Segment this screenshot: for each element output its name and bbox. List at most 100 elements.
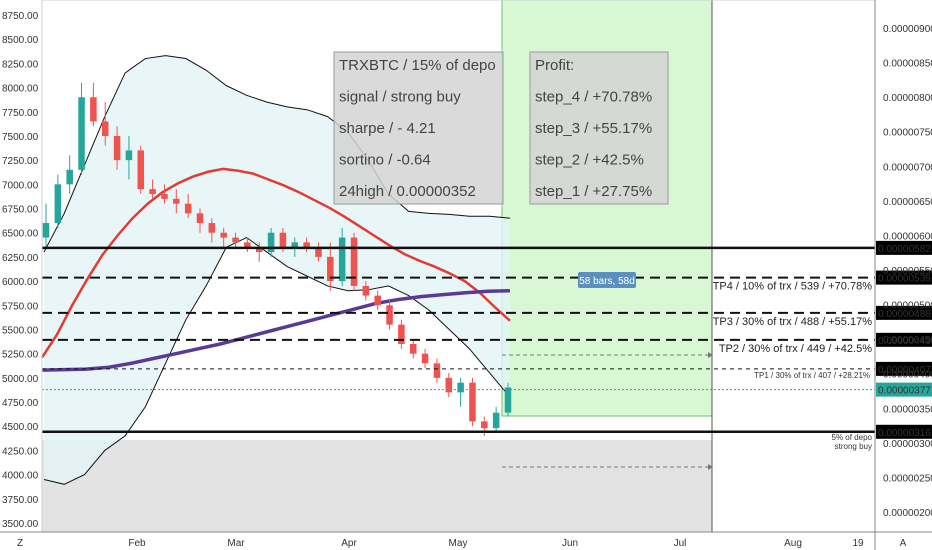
x-axis-tick: Mar	[227, 538, 245, 549]
left-axis-tick: 5750.00	[2, 301, 39, 312]
moving-average-layer	[40, 167, 511, 372]
right-axis-tick: 0.00000750	[883, 128, 932, 139]
left-axis-tick: 6250.00	[2, 253, 39, 264]
x-axis-tick: Aug	[784, 538, 802, 549]
candles-layer	[42, 82, 512, 436]
candle-body	[78, 97, 85, 170]
profit-box-line: step_2 / +42.5%	[535, 152, 644, 169]
right-axis-tick: 0.00000450	[883, 335, 932, 346]
right-axis-tick: 0.00000800	[883, 93, 932, 104]
text-boxes-layer: 58 bars, 58d TRXBTC / 15% of depo signal /…	[333, 51, 669, 288]
profit-box-line: step_1 / +27.75%	[535, 183, 652, 200]
right-axis-tick: 0.00000500	[883, 301, 932, 312]
candle-body	[279, 232, 287, 248]
left-axis-tick: 4250.00	[2, 446, 39, 457]
candle-body	[173, 198, 180, 204]
signal-info-box	[333, 51, 504, 205]
x-axis-tick: A	[900, 538, 907, 549]
candle-body	[338, 237, 346, 282]
profit-box-line: step_4 / +70.78%	[535, 89, 652, 106]
price-tag-bg	[876, 305, 932, 320]
candle-body	[90, 97, 97, 122]
price-tag-text: 0.00000582	[878, 244, 931, 255]
price-tag-bg	[876, 424, 932, 439]
candle-body	[101, 121, 109, 136]
right-axis-tick: 0.00000300	[883, 439, 932, 450]
right-axis-tick: 0.00000650	[883, 197, 932, 208]
signal-info-box-line: TRXBTC / 15% of depo	[339, 57, 496, 74]
right-axis-tick: 0.00000400	[883, 370, 932, 381]
candle-body	[161, 194, 168, 199]
left-axis-tick: 4500.00	[2, 422, 39, 433]
candle-body	[457, 382, 464, 393]
measure-badge-text: 58 bars, 58d	[579, 276, 635, 287]
projection-arrowhead	[708, 352, 713, 358]
left-axis-tick: 4750.00	[2, 398, 39, 409]
candle-body	[54, 184, 62, 224]
gray-buy-zone	[42, 440, 712, 532]
candle-body	[196, 213, 204, 224]
x-axis-tick: 19	[852, 538, 864, 549]
right-axis-tick: 0.00000200	[883, 508, 932, 519]
candle-body	[291, 242, 299, 248]
x-axis-tick: May	[449, 538, 468, 549]
x-axis-tick: Jul	[674, 538, 687, 549]
levels-layer: 0.00000582 TP4 / 10% of trx / 539 / +70.7…	[42, 240, 932, 470]
candle-body	[409, 343, 417, 354]
candle-body	[327, 256, 334, 282]
price-level-label: TP3 / 30% of trx / 488 / +55.17%	[713, 316, 873, 328]
price-level-label: TP2 / 30% of trx / 449 / +42.5%	[719, 343, 872, 355]
candle-body	[244, 242, 251, 248]
candle-body	[125, 150, 133, 161]
candle-body	[232, 237, 239, 243]
measure-badge	[578, 272, 636, 288]
candle-body	[66, 169, 73, 185]
profit-box-line: step_3 / +55.17%	[535, 120, 652, 137]
left-axis-tick: 3750.00	[2, 495, 39, 506]
right-axis-tick: 0.00000600	[883, 231, 932, 242]
signal-info-box-line: sharpe / - 4.21	[339, 120, 436, 137]
left-axis-tick: 8250.00	[2, 59, 39, 70]
price-tag-bg	[876, 270, 932, 285]
candle-body	[504, 387, 512, 413]
left-axis-tick: 8750.00	[2, 11, 39, 22]
candle-body	[315, 247, 322, 257]
buy-zone-label: 5% of depo	[832, 433, 873, 442]
right-axis-tick: 0.00000700	[883, 162, 932, 173]
left-axis-tick: 7750.00	[2, 108, 39, 119]
x-axis-tick: Jun	[562, 538, 578, 549]
bollinger-fill	[44, 55, 510, 485]
moving-average-line	[41, 289, 511, 372]
signal-info-box-line: sortino / -0.64	[339, 152, 431, 169]
right-axis-tick: 0.00000350	[883, 404, 932, 415]
candle-body	[184, 203, 192, 214]
x-axis-tick: Z	[17, 538, 23, 549]
candle-body	[137, 150, 145, 190]
price-tag-text: 0.00000539	[878, 274, 931, 285]
bollinger-upper	[43, 55, 511, 253]
right-axis-tick: 0.00000550	[883, 266, 932, 277]
left-axis-tick: 6750.00	[2, 205, 39, 216]
right-axis-tick: 0.00000850	[883, 59, 932, 70]
left-axis-tick: 5250.00	[2, 350, 39, 361]
profit-box-line: Profit:	[535, 57, 574, 74]
candle-body	[113, 135, 121, 161]
right-axis-tick: 0.00000900	[883, 24, 932, 35]
candle-body	[362, 285, 370, 296]
price-tag-text: 0.00000488	[878, 309, 931, 320]
candle-body	[208, 223, 216, 233]
x-axis-tick: Apr	[341, 538, 357, 549]
current-price-tag-text: 0.00000377	[878, 386, 931, 397]
price-tag-bg	[876, 361, 932, 376]
left-axis-tick: 7500.00	[2, 132, 39, 143]
price-level-label: TP1 / 30% of trx / 407 / +28.21%	[754, 371, 870, 380]
moving-average-line	[40, 167, 511, 359]
left-axis-tick: 5000.00	[2, 374, 39, 385]
price-tag-bg	[876, 332, 932, 347]
price-tag-text: 0.00000316	[878, 428, 931, 439]
candle-body	[469, 382, 476, 422]
candle-body	[350, 237, 358, 286]
price-level-label: TP4 / 10% of trx / 539 / +70.78%	[713, 281, 873, 293]
candle-body	[433, 363, 441, 378]
